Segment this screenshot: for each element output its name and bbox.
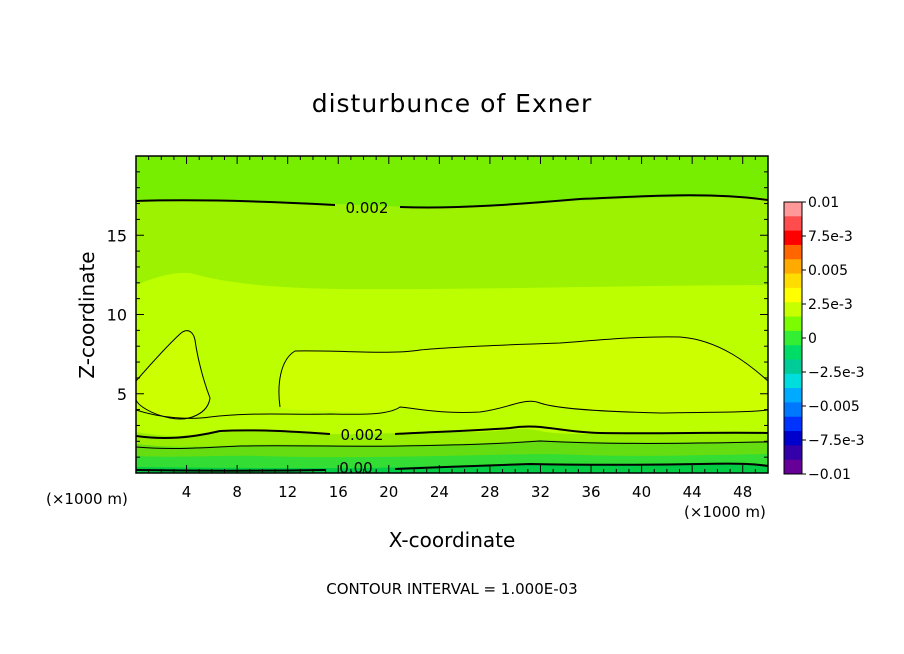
x-unit-label-left: (×1000 m) (46, 490, 128, 508)
y-axis-label: Z-coordinate (75, 251, 99, 378)
x-tick-label: 48 (733, 483, 752, 501)
colorbar-label: −7.5e-3 (808, 433, 865, 449)
colorbar-label: −2.5e-3 (808, 365, 865, 381)
colorbar-swatch (784, 330, 802, 346)
x-tick-label: 24 (430, 483, 449, 501)
colorbar-label: 0 (808, 331, 817, 347)
x-tick-label: 20 (379, 483, 398, 501)
colorbar (783, 201, 803, 475)
x-tick-label: 8 (232, 483, 242, 501)
x-tick-label: 4 (182, 483, 192, 501)
y-tick-label: 5 (117, 385, 127, 404)
colorbar-swatch (784, 316, 802, 332)
chart-title: disturbunce of Exner (312, 89, 593, 118)
x-tick-label: 16 (329, 483, 348, 501)
colorbar-swatch (784, 202, 802, 217)
colorbar-swatch (784, 345, 802, 360)
contour-interval-text: CONTOUR INTERVAL = 1.000E-03 (326, 580, 577, 598)
x-unit-label-right: (×1000 m) (684, 503, 766, 521)
x-axis-label: X-coordinate (389, 528, 516, 552)
colorbar-swatch (784, 273, 802, 289)
contour-line-core-right (278, 336, 768, 408)
colorbar-swatch (784, 459, 802, 475)
contour-label: 0.002 (341, 426, 384, 444)
contour-line-top (136, 194, 768, 209)
contour-line-000 (136, 462, 768, 472)
colorbar-swatch (784, 359, 802, 375)
contour-line-lower (136, 400, 768, 419)
y-tick-labels: 5 10 15 (107, 226, 127, 404)
x-tick-label: 28 (480, 483, 499, 501)
colorbar-swatch (784, 431, 802, 446)
colorbar-swatch (784, 244, 802, 260)
contour-lines (136, 194, 768, 472)
x-tick-label: 32 (531, 483, 550, 501)
x-tick-label: 36 (581, 483, 600, 501)
contour-label: 0.002 (346, 199, 389, 217)
y-tick-label: 10 (107, 306, 127, 325)
colorbar-swatch (784, 388, 802, 403)
colorbar-swatch (784, 259, 802, 275)
contour-line-002-low (136, 425, 768, 440)
colorbar-label: −0.005 (808, 399, 860, 415)
fill-core-right (278, 336, 768, 413)
x-tick-labels: 4 8 12 16 20 24 28 32 36 40 44 48 (182, 483, 752, 501)
x-tick-label: 44 (683, 483, 702, 501)
colorbar-label: −0.01 (808, 467, 851, 483)
colorbar-swatch (784, 216, 802, 232)
colorbar-swatch (784, 230, 802, 246)
colorbar-swatch (784, 302, 802, 318)
colorbar-swatch (784, 416, 802, 432)
y-tick-label: 15 (107, 226, 127, 245)
x-tick-label: 40 (632, 483, 651, 501)
contour-line-thin-1 (136, 440, 768, 450)
contour-fills (136, 156, 768, 473)
colorbar-label: 0.005 (808, 263, 848, 279)
axis-ticks (136, 156, 768, 473)
colorbar-label: 0.01 (808, 195, 839, 211)
colorbar-label: 2.5e-3 (808, 297, 853, 313)
colorbar-label: 7.5e-3 (808, 229, 853, 245)
colorbar-swatch (784, 373, 802, 389)
colorbar-swatch (784, 402, 802, 418)
fill-core-left (136, 330, 210, 419)
colorbar-swatch (784, 287, 802, 303)
colorbar-labels: 0.01 7.5e-3 0.005 2.5e-3 0 −2.5e-3 −0.005 −7.5e… (802, 195, 865, 483)
colorbar-swatch (784, 445, 802, 461)
contour-label: 0.00 (339, 459, 372, 477)
x-tick-label: 12 (278, 483, 297, 501)
